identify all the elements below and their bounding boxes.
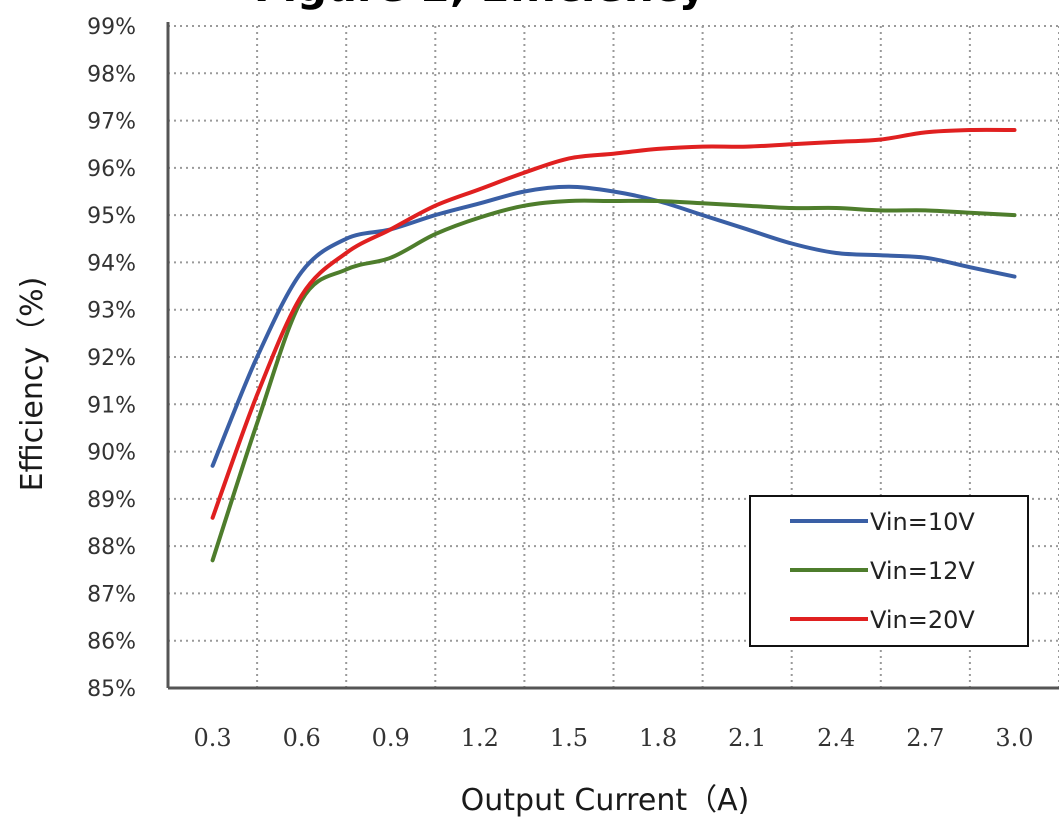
x-tick-label: 1.2 — [461, 724, 499, 752]
y-tick-label: 92% — [87, 346, 136, 371]
y-tick-label: 97% — [87, 110, 136, 135]
y-tick-label: 89% — [87, 488, 136, 513]
y-tick-label: 95% — [87, 204, 136, 229]
x-tick-label: 3.0 — [995, 724, 1033, 752]
y-tick-label: 98% — [87, 62, 136, 87]
series-layer — [210, 127, 1017, 563]
series-line-vin-20v — [210, 127, 1017, 520]
x-tick-label: 1.8 — [639, 724, 677, 752]
axes-layer — [166, 22, 1059, 690]
x-tick-label: 2.4 — [817, 724, 855, 752]
y-tick-label: 93% — [87, 299, 136, 324]
x-tick-label: 1.5 — [550, 724, 588, 752]
x-tick-label: 2.7 — [906, 724, 944, 752]
x-tick-labels: 0.3 0.6 0.9 1.2 1.5 1.8 2.1 2.4 2.7 3.0 — [193, 724, 1033, 752]
legend-label-vin-10v: Vin=10V — [870, 508, 975, 536]
legend-label-vin-12v: Vin=12V — [870, 557, 975, 585]
y-tick-label: 99% — [87, 15, 136, 40]
chart-title: Figure 2, Efficiency — [0, 0, 960, 11]
series-line-vin-10v — [210, 184, 1017, 468]
y-tick-label: 96% — [87, 157, 136, 182]
x-tick-label: 0.6 — [283, 724, 321, 752]
x-axis-label: Output Current（A) — [461, 783, 750, 818]
y-tick-label: 91% — [87, 393, 136, 418]
legend: Vin=10V Vin=12V Vin=20V — [749, 495, 1029, 647]
y-axis-label: Efficiency（%) — [15, 277, 50, 492]
y-tick-label: 85% — [87, 677, 136, 702]
y-tick-label: 90% — [87, 441, 136, 466]
y-tick-label: 86% — [87, 630, 136, 655]
legend-label-vin-20v: Vin=20V — [870, 606, 975, 634]
y-tick-label: 94% — [87, 251, 136, 276]
title-clip: Figure 2, Efficiency — [0, 0, 1059, 12]
x-tick-label: 2.1 — [728, 724, 766, 752]
x-tick-label: 0.9 — [372, 724, 410, 752]
y-tick-label: 88% — [87, 535, 136, 560]
x-tick-label: 0.3 — [193, 724, 231, 752]
y-tick-label: 87% — [87, 582, 136, 607]
y-tick-labels: 85% 86% 87% 88% 89% 90% 91% 92% 93% 94% 95% 96% 97% 9… — [87, 15, 136, 702]
series-line-vin-12v — [210, 198, 1017, 563]
